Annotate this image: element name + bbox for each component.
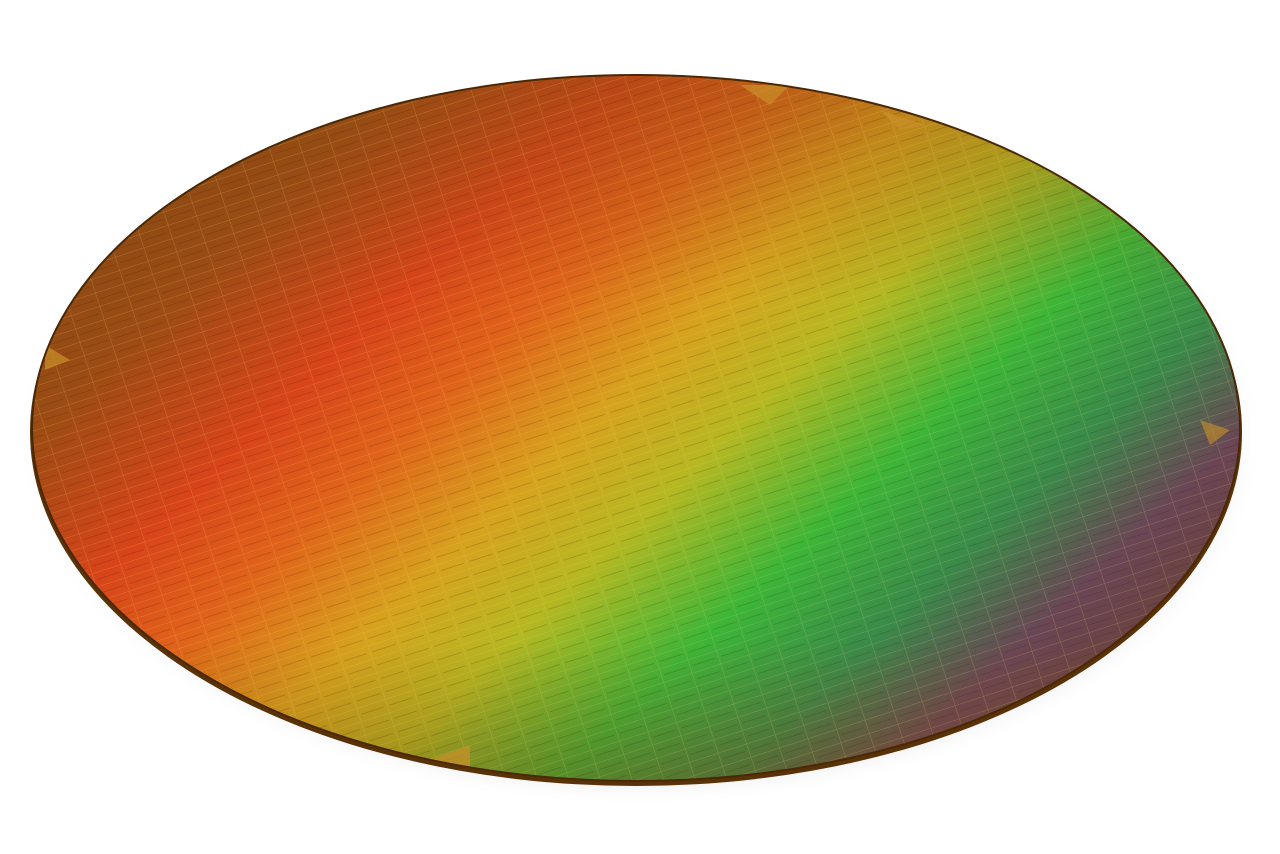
edge-die <box>880 110 925 130</box>
edge-die <box>1200 420 1230 445</box>
edge-die <box>740 85 790 105</box>
edge-die <box>430 745 470 770</box>
wafer-rim <box>31 74 1241 782</box>
edge-die <box>45 345 70 370</box>
